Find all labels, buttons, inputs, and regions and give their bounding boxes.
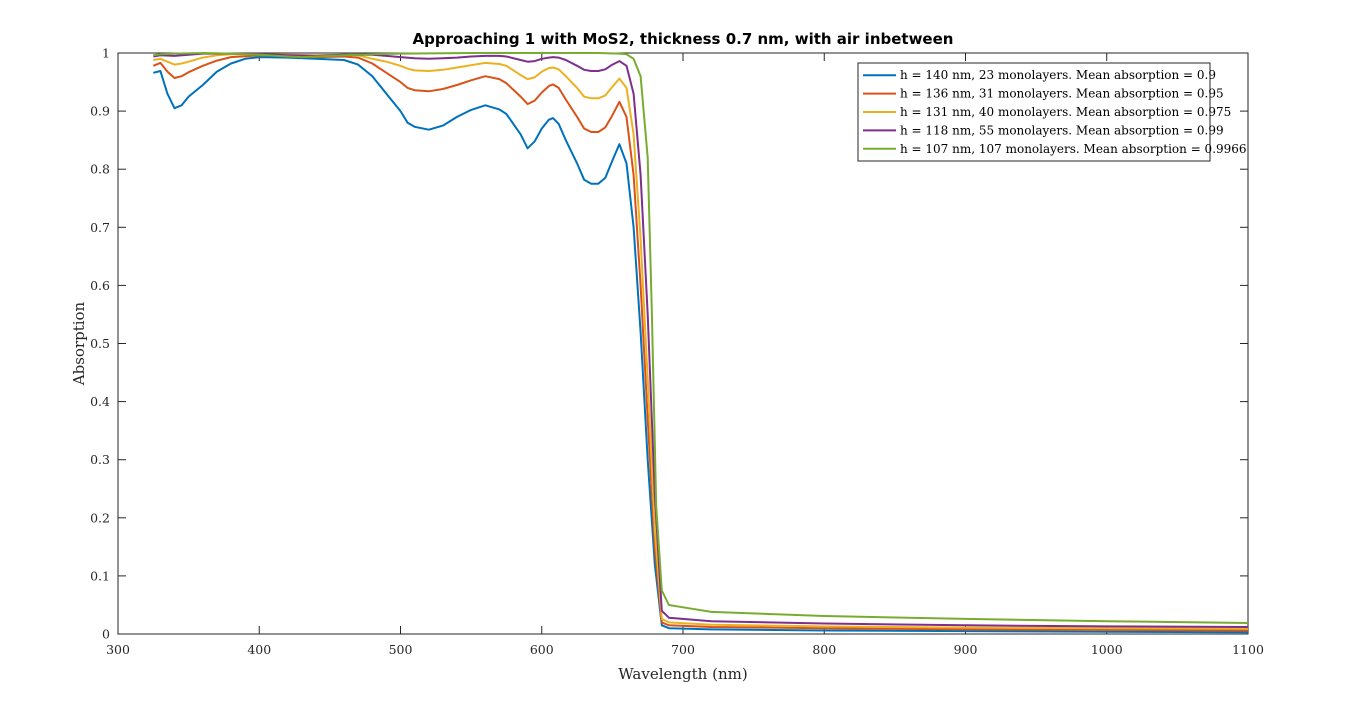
y-axis: 0 0.1 0.2 0.3 0.4 0.5 0.6 0.7 0.8 0.9 1 <box>90 46 1248 642</box>
y-tick-label: 0.8 <box>90 162 110 177</box>
y-tick-label: 0.7 <box>90 220 110 235</box>
x-tick-label: 300 <box>106 642 130 657</box>
series-line-2 <box>152 54 1249 632</box>
y-tick-label: 0.5 <box>90 336 110 351</box>
legend-entry-4: h = 118 nm, 55 monolayers. Mean absorpti… <box>900 123 1224 137</box>
legend-entry-1: h = 140 nm, 23 monolayers. Mean absorpti… <box>900 68 1216 82</box>
x-tick-label: 400 <box>247 642 271 657</box>
y-tick-label: 0.9 <box>90 104 110 119</box>
x-tick-label: 900 <box>954 642 978 657</box>
y-tick-label: 0.2 <box>90 510 110 525</box>
series-line-5 <box>153 52 1249 624</box>
y-tick-label: 1 <box>102 46 110 61</box>
legend-box <box>857 62 1211 162</box>
y-axis-label: Absorption <box>70 301 88 386</box>
legend-entry-5: h = 107 nm, 107 monolayers. Mean absorpt… <box>900 142 1247 156</box>
y-tick-label: 0.6 <box>90 278 110 293</box>
y-tick-label: 0.3 <box>90 452 110 467</box>
series-group <box>152 52 1249 634</box>
x-axis-label: Wavelength (nm) <box>618 665 747 683</box>
y-tick-label: 0.4 <box>90 394 110 409</box>
x-tick-label: 1000 <box>1091 642 1123 657</box>
x-tick-label: 800 <box>812 642 836 657</box>
x-tick-label: 600 <box>530 642 554 657</box>
y-tick-label: 0 <box>102 627 110 642</box>
y-tick-label: 0.1 <box>90 568 110 583</box>
chart-title: Approaching 1 with MoS2, thickness 0.7 n… <box>413 30 954 48</box>
x-tick-label: 500 <box>389 642 413 657</box>
x-axis: 300 400 500 600 700 800 900 1000 1100 <box>106 53 1264 657</box>
legend: h = 140 nm, 23 monolayers. Mean absorpti… <box>857 62 1247 162</box>
x-tick-label: 700 <box>671 642 695 657</box>
legend-entry-3: h = 131 nm, 40 monolayers. Mean absorpti… <box>900 105 1231 119</box>
x-tick-label: 1100 <box>1232 642 1264 657</box>
series-line-1 <box>153 56 1249 634</box>
legend-entry-2: h = 136 nm, 31 monolayers. Mean absorpti… <box>900 87 1224 101</box>
